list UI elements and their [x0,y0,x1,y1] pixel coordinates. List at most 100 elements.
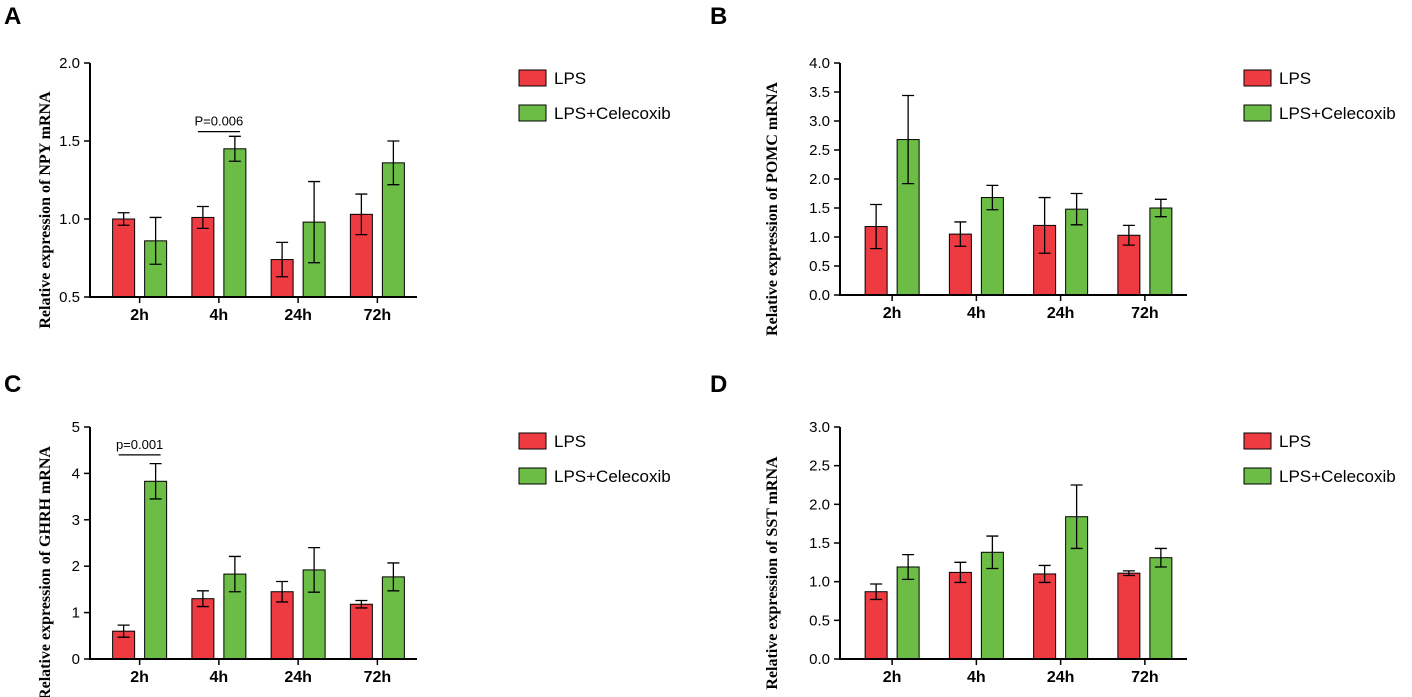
panel-d-y-tick-label: 0.5 [809,612,830,629]
panel-a-y-tick-label: 2.0 [59,55,80,72]
panel-d-y-tick-label: 0.0 [809,651,830,668]
panel-c-legend-label-lps: LPS [554,432,586,451]
panel-b-error-bar-lps-celecoxib-2h [902,94,915,185]
panel-b-x-tick-label-2h: 2h [883,305,902,322]
panel-d-y-tick-label: 2.5 [809,458,830,475]
panel-d-error-bar-lps-2h [870,583,883,601]
panel-b-x-tick-label-24h: 24h [1047,305,1075,322]
panel-b-legend-swatch-lps [1243,69,1272,87]
panel-b-y-tick-label: 3.5 [809,84,830,101]
panel-c-error-bar-lps-72h [355,599,368,609]
panel-b-label: B [710,3,727,30]
panel-b: B 0.0 0.5 1.0 1.5 2.0 2.5 3.0 3.5 4.0 2h 4h 24h 72h R… [710,3,1396,336]
panel-c: C 0 1 2 3 4 5 2h 4h 24h 72h Relative expression of… [4,371,671,697]
panel-d-legend-label-lps-celecoxib: LPS+Celecoxib [1279,467,1396,486]
panel-b-bar-lps-celecoxib-4h [980,197,1004,296]
panel-d-error-bar-lps-celecoxib-72h [1154,547,1167,568]
panel-d-error-bar-lps-72h [1122,570,1135,577]
panel-d-bar-lps-24h [1033,573,1057,660]
panel-d-error-bar-lps-24h [1038,564,1051,584]
panel-a-x-tick-label-72h: 72h [364,307,392,324]
panel-b-error-bar-lps-4h [954,221,967,247]
panel-c-x-tick-label-2h: 2h [130,669,149,686]
panel-a-y-tick-label: 0.5 [59,289,80,306]
panel-c-significance-label: p=0.001 [116,437,163,452]
panel-b-error-bar-lps-24h [1038,196,1051,254]
panel-b-y-tick-label: 0.0 [809,287,830,304]
panel-c-x-tick-label-72h: 72h [364,669,392,686]
panel-a-x-tick-label-24h: 24h [284,307,312,324]
panel-b-y-tick-label: 2.5 [809,142,830,159]
panel-d-legend-swatch-lps-celecoxib [1243,467,1272,485]
panel-b-y-axis-label: Relative expression of POMC mRNA [764,82,781,336]
panel-d-bar-lps-celecoxib-2h [896,566,920,660]
panel-d-error-bar-lps-celecoxib-24h [1070,484,1083,550]
panel-b-x-tick-label-72h: 72h [1131,305,1159,322]
panel-b-y-tick-label: 2.0 [809,171,830,188]
panel-d-bar-lps-2h [864,591,888,660]
panel-c-error-bar-lps-celecoxib-24h [308,546,321,593]
panel-b-error-bar-lps-2h [870,203,883,250]
panel-a-bar-lps-celecoxib-4h [223,148,247,298]
panel-d-y-axis-label: Relative expression of SST mRNA [764,456,781,690]
panel-c-error-bar-lps-24h [276,580,289,603]
panel-b-y-tick-label: 0.5 [809,258,830,275]
panel-c-error-bar-lps-4h [196,590,209,608]
panel-b-legend-label-lps-celecoxib: LPS+Celecoxib [1279,104,1396,123]
panel-d-x-tick-label-24h: 24h [1047,669,1075,686]
panel-a-y-tick-label: 1.0 [59,211,80,228]
panel-c-y-axis-label: Relative expression of GHRH mRNA [37,446,54,697]
panel-c-error-bar-lps-2h [117,624,130,638]
panel-b-error-bar-lps-celecoxib-24h [1070,192,1083,226]
panel-c-error-bar-lps-celecoxib-72h [387,562,400,592]
panel-a-error-bar-lps-celecoxib-72h [387,140,400,186]
panel-d-legend-label-lps: LPS [1279,432,1311,451]
panel-d-y-tick-label: 1.0 [809,574,830,591]
panel-d-legend-swatch-lps [1243,432,1272,450]
panel-c-x-tick-label-4h: 4h [210,669,229,686]
panel-a-bar-lps-4h [191,216,215,298]
panel-a-error-bar-lps-2h [117,212,130,226]
panel-d-error-bar-lps-celecoxib-2h [902,553,915,580]
panel-a: A 0.5 1.0 1.5 2.0 2h 4h 24h 72h Relative express… [4,3,671,329]
panel-b-legend-label-lps: LPS [1279,69,1311,88]
panel-c-y-tick-label: 2 [72,558,80,575]
panel-d-x-tick-label-72h: 72h [1131,669,1159,686]
panel-a-y-tick-label: 1.5 [59,133,80,150]
panel-c-error-bar-lps-celecoxib-2h [149,463,162,500]
panel-b-legend-swatch-lps-celecoxib [1243,104,1272,122]
panel-d-y-tick-label: 2.0 [809,496,830,513]
panel-d-y-tick-label: 3.0 [809,419,830,436]
panel-b-y-tick-label: 1.0 [809,229,830,246]
panel-a-error-bar-lps-celecoxib-24h [308,180,321,264]
panel-a-error-bar-lps-celecoxib-2h [149,216,162,265]
panel-c-legend-swatch-lps-celecoxib [518,467,547,485]
panel-a-error-bar-lps-72h [355,193,368,236]
panel-a-x-tick-label-4h: 4h [210,307,229,324]
panel-d-x-tick-label-2h: 2h [883,669,902,686]
panel-b-error-bar-lps-72h [1122,224,1135,246]
panel-a-error-bar-lps-4h [196,205,209,230]
panel-c-legend-label-lps-celecoxib: LPS+Celecoxib [554,467,671,486]
panel-a-bar-lps-2h [112,218,136,298]
panel-c-y-tick-label: 5 [72,419,80,436]
panel-b-y-tick-label: 1.5 [809,200,830,217]
panel-c-y-tick-label: 4 [72,465,80,482]
panel-a-error-bar-lps-celecoxib-4h [228,135,241,162]
panel-a-error-bar-lps-24h [276,241,289,278]
panel-a-legend-swatch-lps-celecoxib [518,104,547,122]
panel-c-y-tick-label: 0 [72,651,80,668]
panel-b-x-tick-label-4h: 4h [967,305,986,322]
panel-a-significance-label: P=0.006 [194,114,243,129]
panel-c-error-bar-lps-celecoxib-4h [228,555,241,593]
panel-d-bar-lps-celecoxib-72h [1149,557,1173,660]
panel-c-y-tick-label: 3 [72,512,80,529]
panel-d-label: D [710,371,727,398]
panel-d: D 0.0 0.5 1.0 1.5 2.0 2.5 3.0 2h 4h 24h 72h Relativ… [710,371,1396,690]
panel-a-label: A [4,3,21,30]
panel-a-x-tick-label-2h: 2h [130,307,149,324]
panel-b-y-tick-label: 4.0 [809,55,830,72]
panel-b-error-bar-lps-celecoxib-72h [1154,198,1167,218]
panel-b-error-bar-lps-celecoxib-4h [986,184,999,211]
